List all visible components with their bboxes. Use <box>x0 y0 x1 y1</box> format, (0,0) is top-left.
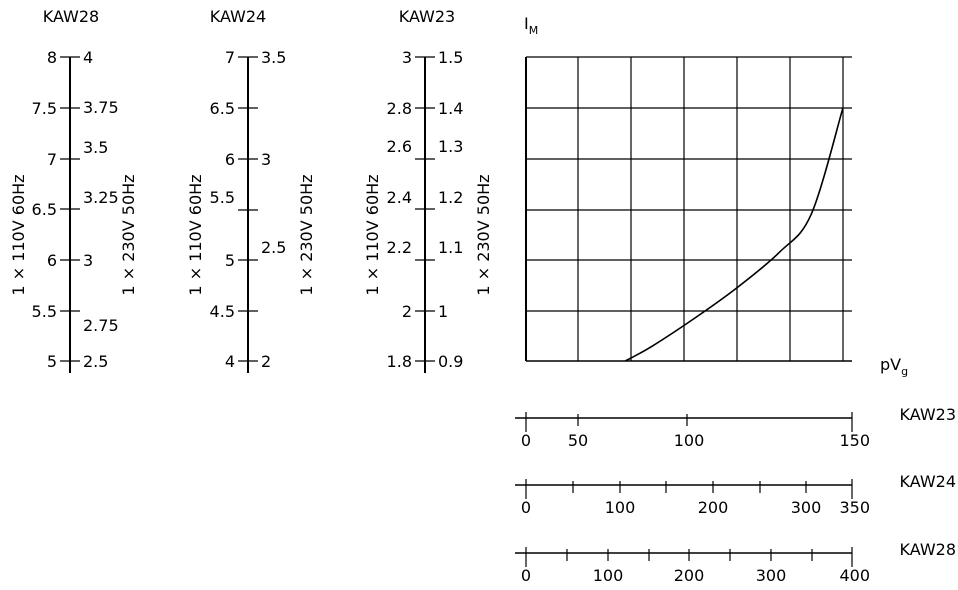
left-tick-label: 4 <box>225 352 235 371</box>
left-tick-label: 5 <box>225 251 235 270</box>
bottom-tick-label: 0 <box>521 566 531 585</box>
bottom-tick-label: 300 <box>756 566 787 585</box>
right-tick-label: 3.5 <box>83 138 108 157</box>
left-tick-label: 7.5 <box>32 99 57 118</box>
right-tick-label: 1.5 <box>438 48 463 67</box>
scale-header: KAW28 <box>43 7 99 26</box>
left-tick-label: 2.2 <box>387 238 412 257</box>
series-curve <box>624 107 844 362</box>
left-scale-kaw24: KAW24 7 6.5 6 5.5 5 4.5 4 3.5 3 2.5 2 1 × 110V 60Hz 1… <box>186 7 316 373</box>
bottom-scale-kaw28: 0 100 200 300 400 KAW28 <box>515 540 956 585</box>
right-tick-label: 1 <box>438 302 448 321</box>
left-tick-label: 4.5 <box>210 302 235 321</box>
left-scale-kaw23: KAW23 3 2.8 2.6 2.4 2.2 2 1.8 1.5 1.4 1.3 1.2 1.1 1 0.… <box>363 7 493 373</box>
right-tick-label: 1.4 <box>438 99 463 118</box>
bottom-scale-name: KAW28 <box>900 540 956 559</box>
left-tick-label: 6.5 <box>210 99 235 118</box>
series-line <box>624 107 844 362</box>
bottom-tick-label: 350 <box>839 498 870 517</box>
left-scale-kaw28: KAW28 8 7.5 7 6.5 6 5.5 5 4 3.75 3.5 3.25 3 2.75 2.5 1 … <box>9 7 138 373</box>
bottom-tick-label: 50 <box>568 431 588 450</box>
bottom-tick-label: 0 <box>521 431 531 450</box>
scale-header: KAW23 <box>399 7 455 26</box>
right-tick-label: 2 <box>261 352 271 371</box>
right-tick-label: 1.3 <box>438 137 463 156</box>
left-voltage-label: 1 × 110V 60Hz <box>9 174 28 295</box>
right-tick-label: 1.1 <box>438 238 463 257</box>
bottom-scale-name: KAW23 <box>900 405 956 424</box>
bottom-scale-kaw24: 0 100 200 300 350 KAW24 <box>515 472 956 517</box>
bottom-tick-label: 100 <box>605 498 636 517</box>
left-tick-label: 7 <box>47 150 57 169</box>
bottom-tick-label: 300 <box>791 498 822 517</box>
left-tick-label: 6 <box>47 251 57 270</box>
bottom-tick-label: 100 <box>674 431 705 450</box>
right-tick-label: 3.25 <box>83 188 119 207</box>
left-tick-label: 1.8 <box>387 352 412 371</box>
left-tick-label: 5.5 <box>210 188 235 207</box>
left-tick-label: 2 <box>402 302 412 321</box>
bottom-scale-name: KAW24 <box>900 472 956 491</box>
right-tick-label: 4 <box>83 48 93 67</box>
bottom-tick-label: 200 <box>698 498 729 517</box>
bottom-tick-label: 150 <box>839 431 870 450</box>
left-tick-label: 7 <box>225 48 235 67</box>
bottom-tick-label: 0 <box>521 498 531 517</box>
bottom-tick-label: 200 <box>674 566 705 585</box>
left-tick-label: 2.6 <box>387 137 412 156</box>
right-voltage-label: 1 × 230V 50Hz <box>297 174 316 295</box>
bottom-tick-label: 100 <box>593 566 624 585</box>
left-tick-label: 5.5 <box>32 302 57 321</box>
left-tick-label: 2.4 <box>387 188 412 207</box>
left-tick-label: 6.5 <box>32 200 57 219</box>
right-voltage-label: 1 × 230V 50Hz <box>119 174 138 295</box>
right-tick-label: 3 <box>261 150 271 169</box>
right-tick-label: 3 <box>83 251 93 270</box>
scale-header: KAW24 <box>210 7 266 26</box>
left-tick-label: 6 <box>225 150 235 169</box>
right-tick-label: 3.75 <box>83 98 119 117</box>
right-tick-label: 1.2 <box>438 188 463 207</box>
y-axis-label: IM <box>524 14 538 37</box>
right-tick-label: 2.5 <box>83 352 108 371</box>
right-tick-label: 3.5 <box>261 48 286 67</box>
left-tick-label: 3 <box>402 48 412 67</box>
chart-grid <box>525 56 852 362</box>
left-voltage-label: 1 × 110V 60Hz <box>363 174 382 295</box>
bottom-scale-kaw23: 0 50 100 150 KAW23 <box>515 405 956 450</box>
left-tick-label: 8 <box>47 48 57 67</box>
right-tick-label: 2.5 <box>261 238 286 257</box>
x-axis-label: pVg <box>880 355 908 378</box>
left-voltage-label: 1 × 110V 60Hz <box>186 174 205 295</box>
bottom-tick-label: 400 <box>839 566 870 585</box>
left-tick-label: 2.8 <box>387 99 412 118</box>
left-tick-label: 5 <box>47 352 57 371</box>
right-voltage-label: 1 × 230V 50Hz <box>474 174 493 295</box>
right-tick-label: 0.9 <box>438 352 463 371</box>
left-scales: KAW28 8 7.5 7 6.5 6 5.5 5 4 3.75 3.5 3.25 3 2.75 2.5 1 … <box>9 7 493 373</box>
right-tick-label: 2.75 <box>83 316 119 335</box>
bottom-scales: 0 50 100 150 KAW23 0 100 200 300 350 KAW24 0 100 200 3… <box>515 405 956 585</box>
axis-labels: IM pVg <box>524 14 908 378</box>
